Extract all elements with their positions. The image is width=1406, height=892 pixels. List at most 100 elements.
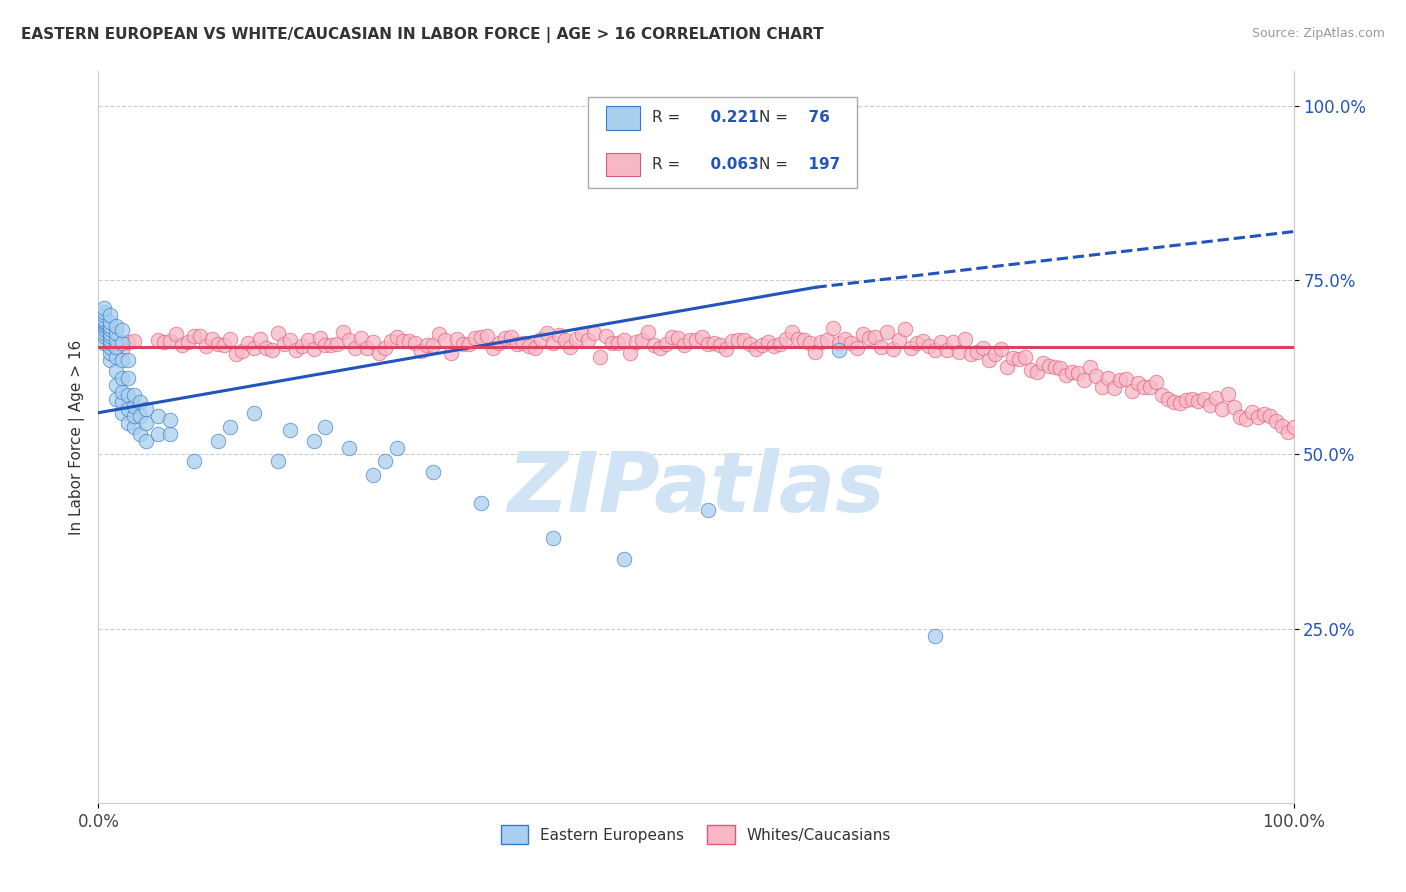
Point (745, 342, 768, 356)
Point (948, 344, 970, 359)
Point (1277, 425, 1299, 439)
Point (356, 341, 378, 355)
Text: 76: 76 (797, 111, 830, 125)
Point (1056, 368, 1078, 383)
Point (823, 321, 845, 335)
Point (148, 409, 170, 424)
Point (918, 339, 941, 353)
Point (1152, 388, 1174, 402)
Point (865, 329, 887, 343)
Point (392, 334, 415, 349)
Point (1085, 368, 1108, 383)
Point (799, 336, 821, 351)
Point (105, 318, 128, 333)
Point (124, 388, 146, 402)
Point (159, 412, 181, 426)
Point (613, 333, 636, 347)
Point (201, 332, 224, 346)
Point (1205, 392, 1227, 406)
Point (661, 330, 683, 344)
Point (541, 531, 564, 545)
Point (124, 409, 146, 424)
Point (1104, 381, 1126, 395)
Point (153, 335, 176, 350)
Point (124, 419, 146, 434)
Point (523, 341, 546, 355)
Point (243, 341, 266, 355)
Point (870, 340, 893, 354)
Point (1192, 392, 1215, 406)
Text: Source: ZipAtlas.com: Source: ZipAtlas.com (1251, 27, 1385, 40)
Point (111, 343, 134, 357)
Text: N =: N = (759, 157, 789, 172)
Point (595, 329, 617, 343)
Point (506, 336, 529, 351)
Point (1163, 394, 1185, 409)
Point (1139, 379, 1161, 393)
Point (685, 334, 707, 348)
Point (470, 496, 492, 510)
Point (183, 329, 205, 343)
Point (212, 338, 235, 352)
Point (470, 329, 492, 343)
Point (117, 402, 139, 417)
Point (648, 341, 672, 355)
Point (1247, 410, 1270, 425)
Point (1181, 392, 1204, 406)
Point (1080, 359, 1102, 374)
Point (1049, 361, 1071, 376)
Point (111, 353, 134, 368)
Point (697, 503, 720, 517)
Point (339, 334, 361, 348)
Point (416, 338, 439, 352)
Point (374, 454, 396, 468)
Point (427, 327, 450, 342)
Point (326, 337, 349, 351)
Point (804, 344, 827, 359)
Point (602, 335, 624, 350)
Point (924, 629, 946, 643)
Point (111, 371, 134, 385)
Point (762, 339, 785, 353)
Point (780, 325, 803, 339)
Text: 0.063: 0.063 (700, 157, 758, 172)
Point (177, 335, 200, 350)
Point (111, 324, 134, 338)
Point (751, 337, 773, 351)
Point (768, 337, 790, 351)
Point (93, 317, 115, 331)
Point (733, 333, 755, 347)
Point (1187, 393, 1209, 408)
Point (422, 338, 444, 352)
Point (828, 336, 851, 351)
Point (876, 326, 898, 340)
Point (315, 338, 337, 352)
Point (98, 326, 122, 340)
Point (98, 322, 122, 336)
Point (1282, 420, 1305, 434)
Point (308, 331, 330, 345)
Point (267, 454, 290, 468)
Point (124, 334, 146, 348)
Point (159, 426, 181, 441)
Point (966, 345, 988, 359)
Point (297, 334, 319, 348)
Point (411, 344, 433, 359)
Point (828, 343, 851, 357)
Point (254, 341, 277, 355)
Text: R =: R = (652, 111, 681, 125)
Point (93, 315, 115, 329)
Point (721, 334, 744, 349)
Point (93, 322, 115, 336)
Point (841, 336, 863, 351)
Point (117, 388, 139, 402)
Point (219, 332, 242, 346)
Point (1025, 365, 1047, 379)
Point (111, 336, 134, 351)
Point (1223, 400, 1246, 414)
Point (709, 337, 731, 351)
Text: ZIPatlas: ZIPatlas (508, 448, 884, 529)
Point (589, 350, 612, 364)
Point (98, 333, 122, 347)
Point (93, 314, 115, 328)
